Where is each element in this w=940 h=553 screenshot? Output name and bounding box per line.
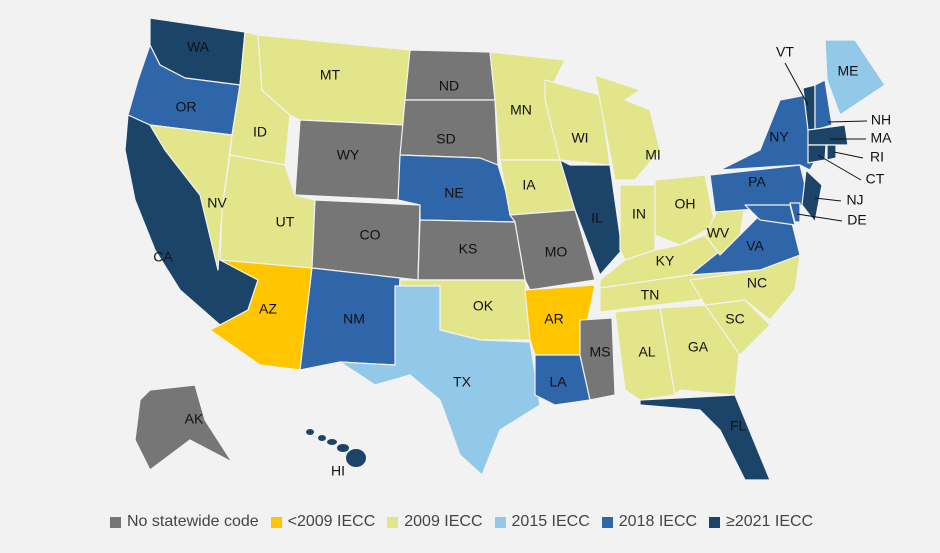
state-label-AK: AK: [185, 411, 204, 427]
state-OH[interactable]: [654, 174, 716, 246]
state-label-ME: ME: [838, 63, 859, 79]
state-label-NY: NY: [769, 129, 789, 145]
state-MD[interactable]: [744, 204, 796, 226]
leader-line-CT: [817, 154, 862, 181]
legend-item-2021: ≥2021 IECC: [709, 513, 813, 531]
legend-swatch: [270, 516, 282, 528]
state-MS[interactable]: [579, 317, 616, 401]
state-label-IL: IL: [591, 210, 603, 226]
state-label-SD: SD: [436, 131, 455, 147]
legend-item-none: No statewide code: [110, 513, 259, 531]
state-label-VT: VT: [776, 44, 794, 60]
legend-label: 2018 IECC: [618, 513, 698, 530]
state-MA[interactable]: [807, 124, 849, 146]
state-label-MT: MT: [320, 67, 341, 83]
state-label-UT: UT: [276, 214, 295, 230]
state-label-TX: TX: [453, 374, 472, 390]
legend-swatch: [387, 516, 399, 528]
state-HI[interactable]: [346, 449, 366, 467]
legend-swatch: [709, 516, 721, 528]
state-label-DE: DE: [847, 212, 866, 228]
state-label-VA: VA: [746, 238, 764, 254]
us-map: WA OR CA NV ID MT WY UT CO AZ NM ND SD NE KS OK TX MN IA MO…: [124, 17, 893, 481]
state-label-OR: OR: [176, 99, 197, 115]
state-NH[interactable]: [814, 79, 833, 131]
state-label-WA: WA: [187, 39, 210, 55]
legend-item-2015: 2015 IECC: [494, 513, 590, 531]
state-label-GA: GA: [688, 339, 709, 355]
state-CT[interactable]: [807, 144, 827, 164]
state-HI[interactable]: [318, 435, 326, 441]
state-label-NC: NC: [747, 275, 767, 291]
legend-label: 2015 IECC: [511, 513, 590, 530]
state-label-ID: ID: [253, 124, 267, 140]
state-label-SC: SC: [725, 311, 744, 327]
state-LA[interactable]: [534, 354, 591, 406]
state-label-RI: RI: [870, 149, 884, 165]
state-label-KS: KS: [459, 241, 478, 257]
legend-swatch: [601, 516, 613, 528]
legend-item-2009: 2009 IECC: [387, 513, 483, 531]
state-label-PA: PA: [748, 174, 766, 190]
state-label-LA: LA: [549, 374, 567, 390]
state-label-MS: MS: [590, 344, 611, 360]
state-label-NJ: NJ: [846, 192, 863, 208]
state-label-IN: IN: [632, 206, 646, 222]
leader-line-RI: [833, 151, 864, 159]
state-label-AZ: AZ: [259, 301, 277, 317]
state-label-MN: MN: [510, 102, 532, 118]
state-AL[interactable]: [614, 307, 676, 401]
state-WI[interactable]: [544, 79, 611, 166]
state-label-AL: AL: [638, 344, 655, 360]
state-NJ[interactable]: [801, 169, 823, 223]
legend-item-2018: 2018 IECC: [601, 513, 698, 531]
state-label-OK: OK: [473, 298, 494, 314]
leader-line-DE: [796, 213, 843, 222]
state-label-TN: TN: [641, 287, 660, 303]
legend-label: ≥2021 IECC: [726, 513, 814, 530]
state-label-MI: MI: [645, 147, 661, 163]
state-label-WY: WY: [337, 147, 360, 163]
state-label-MO: MO: [545, 244, 568, 260]
state-label-HI: HI: [331, 463, 345, 479]
state-label-WV: WV: [707, 225, 730, 241]
leader-line-NH: [827, 120, 868, 123]
legend-label: <2009 IECC: [287, 513, 376, 530]
state-TX[interactable]: [339, 285, 541, 476]
state-label-WI: WI: [571, 130, 588, 146]
leader-line-VT: [784, 62, 809, 106]
state-label-KY: KY: [656, 253, 675, 269]
state-label-OH: OH: [675, 196, 696, 212]
state-label-NE: NE: [444, 185, 463, 201]
leader-line-NJ: [814, 197, 842, 202]
legend-swatch: [110, 516, 121, 528]
state-IL[interactable]: [559, 159, 623, 276]
state-label-NH: NH: [871, 112, 891, 128]
state-HI[interactable]: [337, 444, 349, 452]
state-HI[interactable]: [306, 429, 314, 435]
state-label-CO: CO: [360, 227, 381, 243]
state-RI[interactable]: [826, 144, 837, 161]
state-HI[interactable]: [327, 439, 337, 445]
state-FL[interactable]: [639, 394, 771, 481]
legend-label: 2009 IECC: [404, 513, 483, 530]
legend-swatch: [494, 516, 506, 528]
state-DE[interactable]: [789, 202, 801, 223]
state-MI[interactable]: [594, 74, 661, 181]
legend-item-lt2009: <2009 IECC: [270, 513, 376, 531]
state-label-CT: CT: [866, 171, 885, 187]
state-IN[interactable]: [619, 184, 656, 261]
state-label-AR: AR: [544, 311, 563, 327]
state-label-ND: ND: [439, 78, 459, 94]
state-label-NV: NV: [207, 195, 227, 211]
legend-label: No statewide code: [127, 513, 259, 530]
state-AK[interactable]: [134, 384, 233, 471]
state-label-NM: NM: [343, 311, 365, 327]
state-ME[interactable]: [824, 39, 886, 116]
state-label-FL: FL: [730, 418, 747, 434]
legend: No statewide code <2009 IECC 2009 IECC 2015…: [110, 513, 813, 531]
state-label-MA: MA: [871, 130, 893, 146]
state-label-IA: IA: [522, 177, 536, 193]
state-label-CA: CA: [153, 249, 173, 265]
